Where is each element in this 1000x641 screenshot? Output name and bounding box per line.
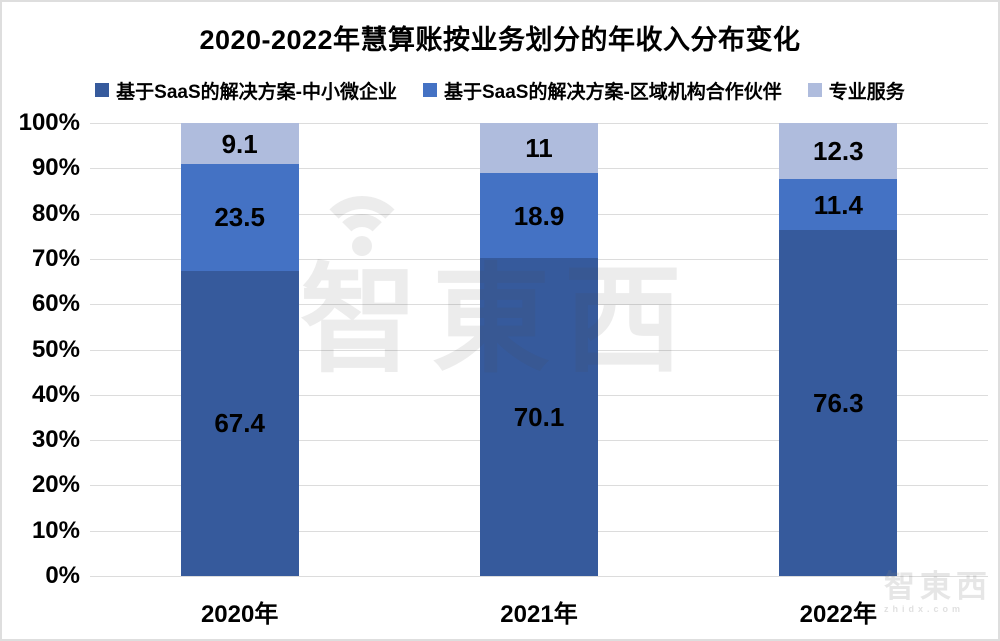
legend-label: 基于SaaS的解决方案-区域机构合作伙伴 [443,81,782,103]
gridline [90,576,988,577]
data-label: 67.4 [214,408,265,439]
y-tick-label: 90% [31,154,80,182]
stacked-bar-2022年: 12.3 11.4 76.3 [779,123,898,576]
bar-segment: 18.9 [480,172,598,259]
data-label: 70.1 [513,402,565,433]
data-label: 18.9 [513,200,565,231]
legend-swatch-icon [807,83,822,97]
bar-segment: 70.1 [480,258,598,576]
data-label: 9.1 [221,128,258,159]
bar-segment: 11.4 [779,178,898,231]
bar-segment: 9.1 [180,123,299,165]
bar-segment: 23.5 [180,164,299,271]
x-tick-label: 2021年 [500,601,578,628]
stacked-bar-2021年: 11 18.9 70.1 [480,123,598,576]
y-tick-label: 60% [31,290,80,318]
data-label: 11.4 [813,189,863,220]
x-tick-label: 2022年 [799,601,878,628]
data-label: 11 [525,132,553,163]
plot-area: 9.1 23.5 67.4 11 18.9 70.1 12.3 11.4 76.3 [90,123,988,577]
legend-swatch-icon [95,83,110,97]
y-tick-label: 80% [31,199,80,227]
legend-item-2: 基于SaaS的解决方案-区域机构合作伙伴 [422,77,782,104]
legend-label: 基于SaaS的解决方案-中小微企业 [116,81,397,103]
bar-segment: 67.4 [180,270,299,576]
legend-item-1: 基于SaaS的解决方案-中小微企业 [95,77,397,104]
legend-item-3: 专业服务 [807,77,905,104]
bar-segment: 12.3 [779,123,898,179]
y-tick-label: 30% [31,426,80,454]
chart-title: 2020-2022年慧算账按业务划分的年收入分布变化 [199,25,801,55]
legend: 基于SaaS的解决方案-中小微企业 基于SaaS的解决方案-区域机构合作伙伴 专业服… [2,74,998,106]
legend-swatch-icon [422,83,437,97]
y-tick-label: 0% [45,562,80,589]
y-tick-label: 70% [31,244,80,272]
y-tick-label: 10% [31,516,80,544]
x-tick-label: 2020年 [200,601,279,628]
y-tick-label: 20% [31,471,80,499]
data-label: 23.5 [214,202,265,233]
y-tick-label: 40% [31,380,80,408]
bar-segment: 11 [480,123,598,173]
bar-segment: 76.3 [779,230,898,576]
data-label: 12.3 [813,135,864,166]
legend-label: 专业服务 [828,81,905,103]
data-label: 76.3 [813,388,864,419]
y-tick-label: 100% [18,109,80,136]
stacked-bar-2020年: 9.1 23.5 67.4 [180,123,299,576]
y-tick-label: 50% [31,335,80,363]
